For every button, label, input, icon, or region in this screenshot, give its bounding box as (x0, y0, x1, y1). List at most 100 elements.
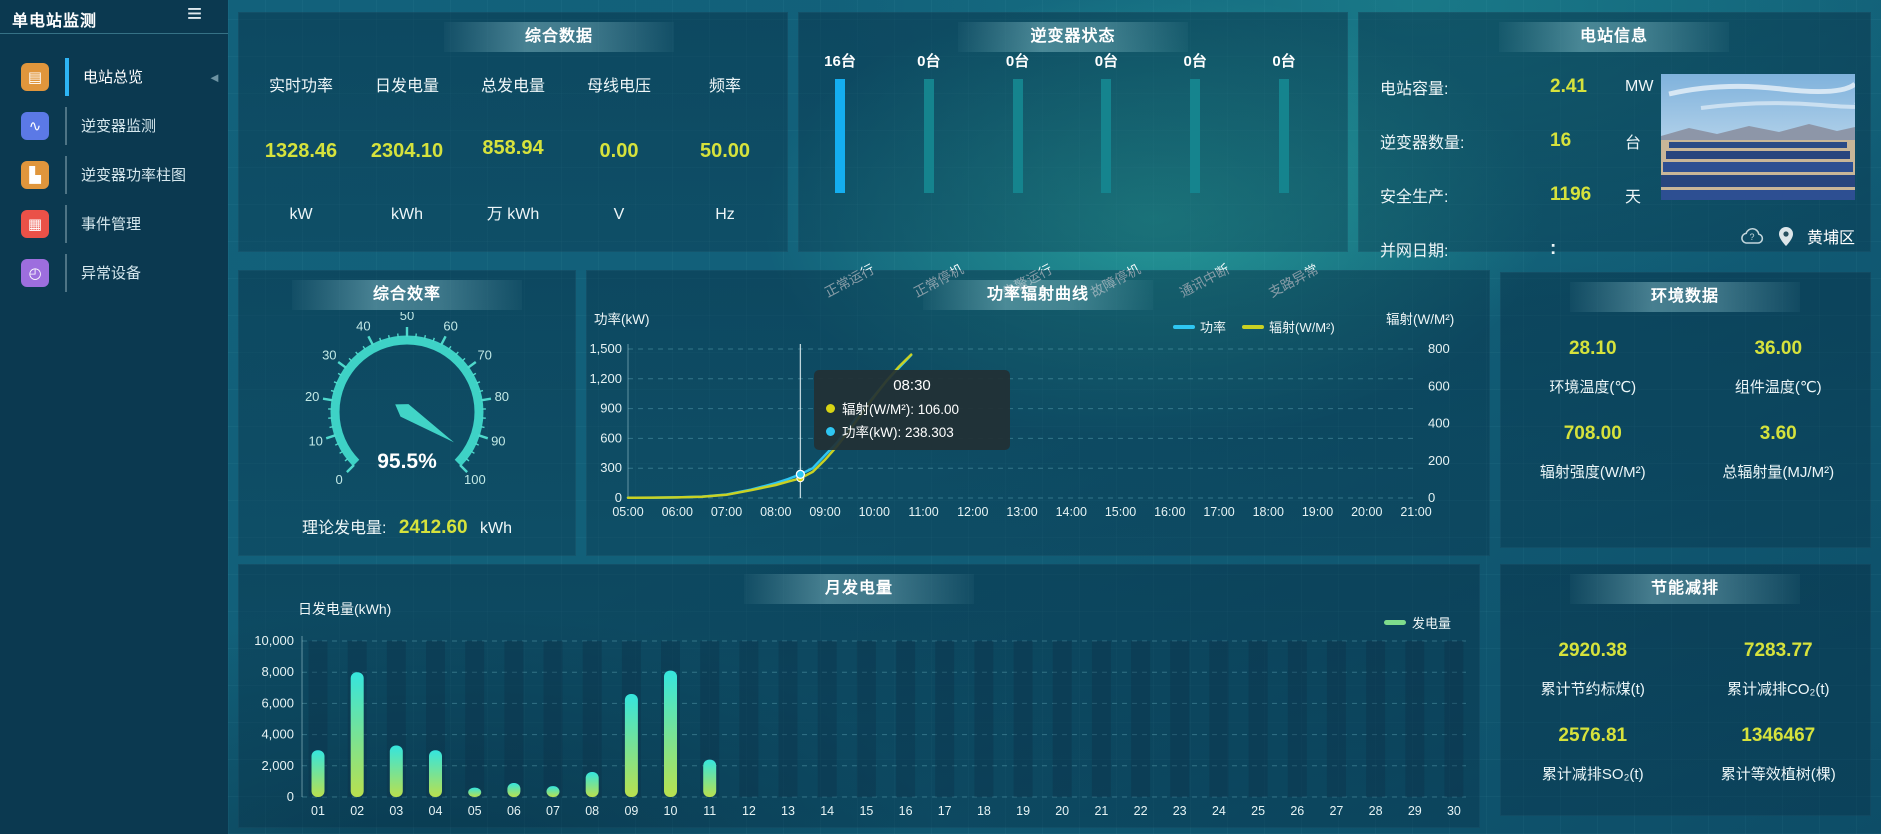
menu-toggle-icon[interactable]: ≡ (186, 0, 202, 28)
kv-label: 累计等效植树(棵) (1720, 766, 1836, 783)
panel-efficiency-title: 综合效率 (292, 280, 522, 310)
svg-text:2,000: 2,000 (261, 758, 294, 773)
power-radiation-chart[interactable]: 1,500 1,200 900 600 300 0 800 600 400 200 0 05:00 06… (586, 270, 1490, 556)
panel-title-text: 综合数据 (524, 28, 593, 45)
metric-unit: kWh (391, 206, 423, 223)
station-location: 黄埔区 (1806, 230, 1855, 247)
station-info-row: 逆变器数量: 16 台 (1380, 114, 1710, 168)
tooltip-time: 08:30 (893, 377, 931, 394)
svg-text:10:00: 10:00 (859, 505, 890, 519)
status-count: 0台 (1005, 53, 1030, 70)
kv-label: 环境温度(℃) (1549, 379, 1637, 396)
kv-value: 36.00 (1754, 338, 1803, 359)
status-bar (923, 79, 934, 193)
metric-label: 频率 (708, 78, 741, 95)
svg-text:27: 27 (1329, 804, 1343, 818)
sidebar-item[interactable]: ▤ 电站总览 (0, 52, 228, 101)
svg-text:03: 03 (389, 804, 403, 818)
svg-text:22: 22 (1134, 804, 1148, 818)
svg-text:20: 20 (305, 389, 319, 404)
inverter-power-bars-icon: ▙ (21, 160, 49, 189)
location-pin-icon (1778, 226, 1793, 246)
svg-text:06: 06 (507, 804, 521, 818)
status-bar (1279, 79, 1289, 193)
svg-text:21: 21 (1094, 804, 1108, 818)
summary-metric: 母线电压 0.00 V (566, 58, 672, 240)
kv-value: 3.60 (1759, 423, 1797, 444)
sidebar-item-label: 逆变器监测 (81, 118, 157, 135)
metric-value: 858.94 (482, 136, 544, 159)
kv-label: 总辐射量(MJ/M²) (1722, 464, 1835, 481)
sidebar-item[interactable]: ◴ 异常设备 (0, 248, 228, 297)
panel-environment-title: 环境数据 (1570, 282, 1800, 312)
svg-text:20:00: 20:00 (1351, 505, 1382, 519)
svg-text:16:00: 16:00 (1154, 505, 1185, 519)
status-bar (1012, 79, 1023, 193)
sidebar-item-indicator (65, 204, 67, 243)
monthly-generation-chart[interactable]: 日发电量(kWh) 10,000 8,000 6,000 4,000 2,000 0 01 02… (238, 564, 1480, 828)
sidebar-item-label: 逆变器功率柱图 (81, 167, 187, 184)
environment-item: 708.00 辐射强度(W/M²) (1500, 423, 1686, 482)
sidebar-collapse-arrow[interactable]: ◄ (208, 70, 221, 85)
svg-text:13: 13 (781, 804, 795, 818)
sidebar-item-label: 事件管理 (81, 216, 142, 233)
svg-text:05:00: 05:00 (612, 505, 643, 519)
panel-station-info: 电站信息 电站容量: 2.41 MW 逆变器数量: 16 台安全生产: 1196 天并网日期:… (1358, 12, 1871, 260)
panel-title-text: 综合效率 (372, 286, 441, 303)
svg-text:09:00: 09:00 (809, 505, 840, 519)
svg-text:14: 14 (820, 804, 834, 818)
sidebar-item[interactable]: ▦ 事件管理 (0, 199, 228, 248)
panel-station-info-title: 电站信息 (1499, 22, 1729, 52)
sidebar-menu: ▤ 电站总览 ∿ 逆变器监测 ▙ 逆变器功率柱图 ▦ 事件管理 ◴ 异常设备 (0, 52, 228, 297)
svg-text:18: 18 (977, 804, 991, 818)
svg-text:0: 0 (1428, 490, 1435, 505)
panel-inverter-status-title: 逆变器状态 (958, 22, 1188, 52)
svg-text:900: 900 (600, 401, 622, 416)
tooltip-series-dot (826, 426, 835, 436)
kv-label: 累计减排SO₂(t) (1541, 766, 1644, 783)
status-count: 0台 (1272, 53, 1296, 70)
svg-text:60: 60 (443, 319, 457, 334)
efficiency-gauge: 0 10 20 30 40 50 60 70 80 90 100 95.5% (287, 308, 527, 517)
metric-value: 2304.10 (370, 139, 444, 162)
savings-item: 2920.38 累计节约标煤(t) (1500, 640, 1686, 699)
svg-text:08:00: 08:00 (760, 505, 791, 519)
svg-text:800: 800 (1428, 341, 1450, 356)
svg-text:10: 10 (308, 434, 322, 449)
svg-text:17:00: 17:00 (1203, 505, 1234, 519)
info-unit: MW (1625, 78, 1654, 95)
svg-text:辐射(W/M²): 辐射(W/M²) (1269, 320, 1335, 335)
svg-text:10: 10 (664, 804, 678, 818)
metric-value: 50.00 (699, 139, 751, 162)
svg-text:17: 17 (938, 804, 952, 818)
svg-text:15:00: 15:00 (1105, 505, 1136, 519)
environment-grid: 28.10 环境温度(℃) 36.00 组件温度(℃) 708.00 辐射强度(W/M²)… (1500, 338, 1871, 482)
tooltip-row: 辐射(W/M²): 106.00 (826, 398, 998, 418)
savings-item: 2576.81 累计减排SO₂(t) (1500, 725, 1686, 784)
svg-text:发电量: 发电量 (1412, 616, 1451, 631)
panel-summary: 综合数据 实时功率 1328.46 kW 日发电量 2304.10 kWh 总发电量 858.… (238, 12, 788, 252)
sidebar-item[interactable]: ∿ 逆变器监测 (0, 101, 228, 150)
svg-text:24: 24 (1212, 804, 1226, 818)
svg-text:400: 400 (1428, 416, 1450, 431)
svg-text:05: 05 (468, 804, 482, 818)
metric-unit: kW (289, 206, 313, 223)
svg-text:1,500: 1,500 (589, 341, 622, 356)
metric-label: 日发电量 (374, 78, 439, 95)
status-count: 16台 (824, 53, 856, 70)
inverter-status-item: 16台正常运行 (798, 50, 882, 300)
panel-environment: 环境数据 28.10 环境温度(℃) 36.00 组件温度(℃) 708.00 辐射强度(… (1500, 272, 1871, 548)
svg-text:0: 0 (335, 472, 342, 487)
abnormal-device-icon: ◴ (21, 258, 49, 287)
svg-text:日发电量(kWh): 日发电量(kWh) (298, 601, 391, 617)
sidebar-item[interactable]: ▙ 逆变器功率柱图 (0, 150, 228, 199)
svg-text:08: 08 (585, 804, 599, 818)
status-bar (835, 79, 845, 193)
inverter-status-item: 0台正常停机 (887, 50, 971, 300)
inverter-status-item: 0台告警运行 (976, 50, 1060, 300)
svg-text:50: 50 (400, 312, 414, 323)
svg-text:20: 20 (1055, 804, 1069, 818)
station-photo (1661, 74, 1855, 200)
svg-text:600: 600 (600, 430, 622, 445)
